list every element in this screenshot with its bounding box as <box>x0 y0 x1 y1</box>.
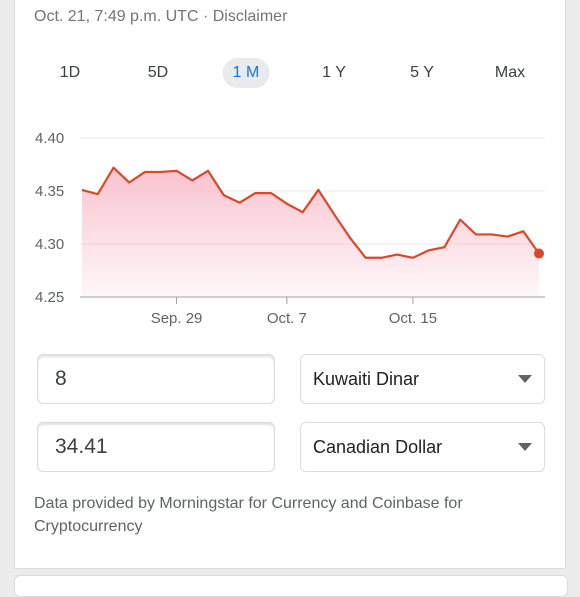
time-range-tabs: 1D 5D 1 M 1 Y 5 Y Max <box>15 54 567 94</box>
from-amount-box <box>37 354 275 404</box>
range-1m[interactable]: 1 M <box>222 58 270 88</box>
from-currency-label: Kuwaiti Dinar <box>313 369 420 389</box>
next-card-edge <box>14 575 568 597</box>
range-1d[interactable]: 1D <box>59 64 81 81</box>
range-5d[interactable]: 5D <box>147 64 169 81</box>
chevron-down-icon <box>518 375 532 383</box>
range-max[interactable]: Max <box>494 64 526 81</box>
to-currency-label: Canadian Dollar <box>313 437 443 457</box>
area-fill <box>82 167 539 297</box>
data-source-note: Data provided by Morningstar for Currenc… <box>34 495 463 535</box>
currency-converter-card: Oct. 21, 7:49 p.m. UTC · Disclaimer 1D 5… <box>14 0 566 569</box>
from-amount-input[interactable] <box>55 367 255 391</box>
y-tick-label: 4.25 <box>35 289 64 306</box>
y-tick-label: 4.30 <box>35 236 64 253</box>
from-currency-select[interactable]: Kuwaiti Dinar <box>300 354 545 404</box>
series-line <box>81 166 540 259</box>
y-tick-label: 4.35 <box>35 183 64 200</box>
to-amount-box <box>37 422 275 472</box>
to-amount-input[interactable] <box>55 435 255 459</box>
chevron-down-icon <box>518 443 532 451</box>
y-tick-label: 4.40 <box>35 130 64 147</box>
price-chart: 4.40 4.35 4.30 4.25 Sep. 29 Oct. 7 Oct. 15 <box>15 116 567 336</box>
x-tick-label: Sep. 29 <box>151 310 203 327</box>
range-1y[interactable]: 1 Y <box>322 64 346 81</box>
current-value-dot <box>534 248 544 259</box>
timestamp-disclaimer: Oct. 21, 7:49 p.m. UTC · Disclaimer <box>34 8 288 25</box>
x-tick-label: Oct. 7 <box>267 310 307 327</box>
x-tick-label: Oct. 15 <box>389 310 437 327</box>
range-5y[interactable]: 5 Y <box>410 64 434 81</box>
price-chart-svg: 4.40 4.35 4.30 4.25 Sep. 29 Oct. 7 Oct. 15 <box>35 130 545 327</box>
to-currency-select[interactable]: Canadian Dollar <box>300 422 545 472</box>
